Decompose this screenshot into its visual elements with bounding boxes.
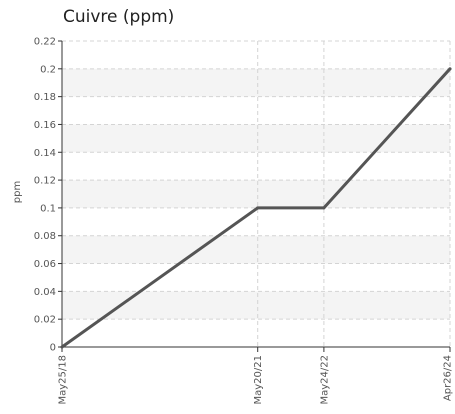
y-tick-label: 0.06	[34, 259, 56, 270]
y-axis-ticks: 0 0.02 0.04 0.06 0.08 0.1 0.12 0.14 0.16 0.18 0.2 0…	[34, 37, 62, 354]
y-tick-label: 0.2	[40, 64, 56, 75]
plot-band	[62, 291, 450, 320]
y-tick-label: 0	[50, 343, 56, 354]
x-tick-label: Apr26/24	[443, 355, 454, 401]
y-tick-label: 0.12	[34, 176, 56, 187]
data-point	[60, 345, 64, 349]
plot-band	[62, 124, 450, 153]
y-tick-label: 0.18	[34, 92, 56, 103]
plot-band	[62, 180, 450, 208]
plot-band	[62, 68, 450, 97]
y-tick-label: 0.14	[34, 148, 56, 159]
x-tick-label: May20/21	[253, 355, 264, 405]
x-tick-label: May25/18	[58, 355, 69, 405]
y-tick-label: 0.04	[34, 287, 56, 298]
grid-lines	[62, 40, 451, 347]
y-tick-label: 0.08	[34, 231, 56, 242]
series	[60, 67, 452, 349]
y-tick-label: 0.1	[40, 203, 56, 214]
plot-band	[62, 235, 450, 264]
data-point	[256, 206, 260, 210]
series-line	[60, 67, 452, 349]
y-axis-label: ppm	[12, 181, 23, 203]
x-axis-ticks: May25/18 May20/21 May24/22 Apr26/24	[58, 347, 454, 405]
data-point	[448, 67, 452, 71]
plot-bands	[62, 68, 450, 320]
data-point	[322, 206, 326, 210]
x-tick-label: May24/22	[319, 355, 330, 405]
y-tick-label: 0.16	[34, 120, 56, 131]
chart-title: Cuivre (ppm)	[63, 7, 175, 27]
y-tick-label: 0.02	[34, 315, 56, 326]
y-tick-label: 0.22	[34, 37, 56, 48]
axes	[61, 41, 450, 348]
